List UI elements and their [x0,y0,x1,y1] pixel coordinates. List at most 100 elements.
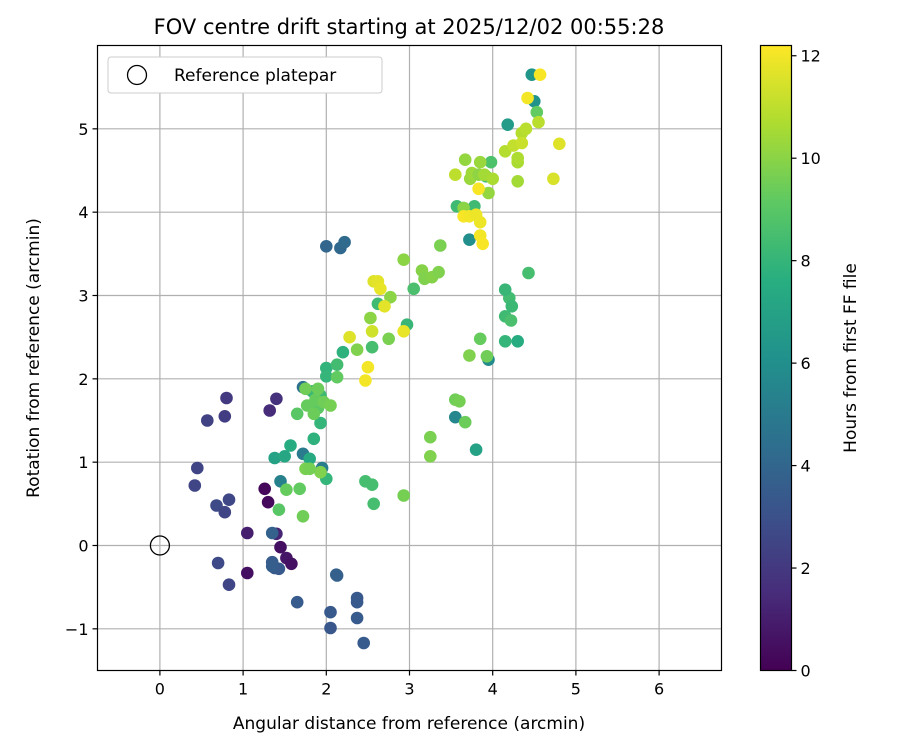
data-point [533,68,547,81]
legend-box [107,56,383,94]
data-point [330,358,344,372]
data-point [364,311,377,325]
data-point [258,482,272,496]
data-point [374,282,387,296]
data-point [320,240,333,253]
colorbar-tick-label: 0 [801,662,811,681]
x-ticks: 0 1 2 3 4 5 6 [155,670,664,699]
data-point [397,253,411,266]
data-point [290,407,304,421]
data-point [498,335,512,348]
data-point [303,462,317,476]
data-point [515,136,529,150]
data-point [476,237,490,251]
data-point [330,569,344,582]
colorbar-tick-label: 12 [801,47,821,66]
data-point [361,360,375,374]
data-point [343,330,356,344]
data-point [350,343,364,357]
y-tick-label: 5 [78,120,88,139]
data-point [553,137,566,151]
data-point [473,215,487,229]
y-tick-label: 3 [78,287,88,306]
data-point [241,526,254,540]
data-point [265,526,279,540]
points-layer [188,68,566,650]
x-tick-label: 1 [238,680,248,699]
colorbar-tick-label: 6 [801,354,811,373]
chart-title: FOV centre drift starting at 2025/12/02 … [154,15,665,39]
data-point [290,595,304,609]
data-point [241,566,254,580]
data-point [367,497,381,511]
x-tick-label: 4 [488,680,498,699]
data-point [320,370,333,383]
grid [97,45,722,671]
x-tick-label: 2 [321,680,331,699]
legend-label: Reference platepar [174,66,336,86]
x-axis-label: Angular distance from reference (arcmin) [233,714,585,734]
data-point [272,503,286,516]
data-point [314,416,327,430]
data-point [359,374,372,387]
data-point [191,461,204,475]
data-point [263,404,277,417]
data-point [424,430,437,444]
data-point [522,266,535,280]
data-point [336,345,350,359]
data-point [261,495,275,509]
data-point [449,410,462,424]
data-point [222,578,236,591]
y-tick-label: 2 [78,370,88,389]
colorbar-label: Hours from first FF file [841,263,861,453]
data-point [188,479,202,492]
data-point [365,325,379,338]
data-point [505,300,519,313]
reference-platepar-marker [149,535,171,556]
data-point [453,395,466,408]
data-point [521,91,534,105]
data-point [350,595,364,609]
data-point [324,621,337,635]
data-point [480,350,494,363]
data-point [384,290,397,304]
legend-marker-icon [126,64,148,86]
y-ticks: −1 0 1 2 3 4 5 [65,120,98,639]
data-point [324,399,337,412]
colorbar: 0 2 4 6 8 10 12 Hours from first FF file [759,44,861,681]
data-point [482,186,495,200]
colorbar-tick-label: 4 [801,457,811,476]
data-point [350,611,364,625]
data-point [472,182,485,196]
data-point [473,332,487,346]
y-tick-label: 1 [78,453,88,472]
data-point [365,478,379,492]
y-axis-label: Rotation from reference (arcmin) [24,218,44,498]
data-point [407,282,421,296]
data-point [424,450,437,463]
data-point [498,283,512,297]
data-point [501,118,514,131]
data-point [511,151,524,165]
data-point [338,235,351,249]
data-point [432,265,445,279]
data-point [530,105,544,119]
data-point [265,560,279,573]
data-point [519,122,533,136]
data-point [218,505,232,519]
data-point [268,451,282,465]
data-point [486,172,500,186]
x-tick-label: 3 [404,680,414,699]
data-point [285,557,298,571]
data-point [222,493,236,507]
data-point [303,452,317,466]
data-point [382,332,396,346]
y-tick-label: 0 [78,537,88,556]
data-point [458,153,472,166]
data-point [504,314,518,327]
data-point [274,540,287,554]
data-point [278,450,292,463]
colorbar-tick-label: 2 [801,559,811,578]
data-point [211,556,225,570]
